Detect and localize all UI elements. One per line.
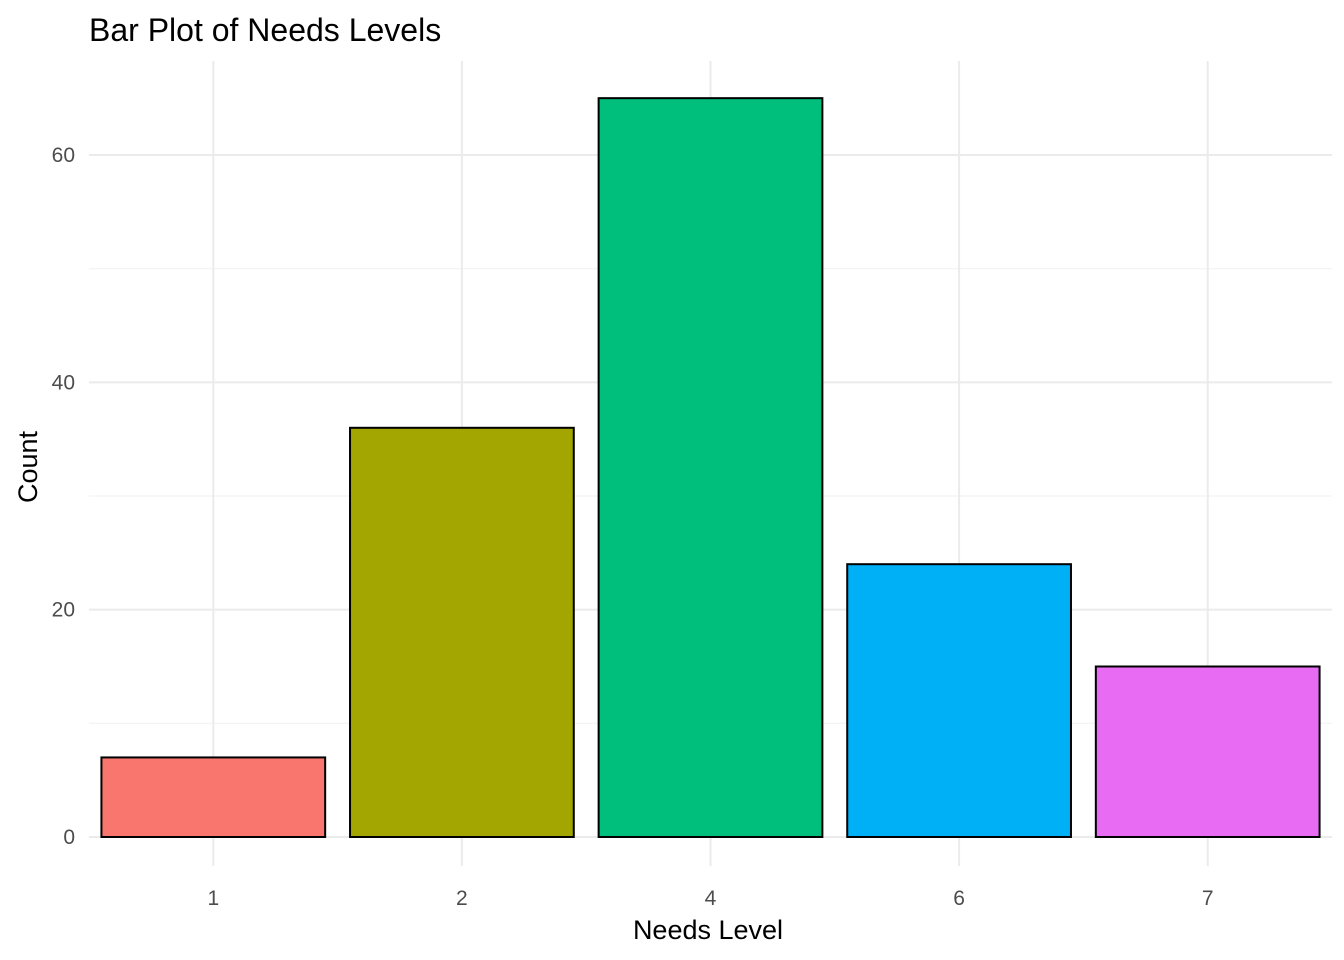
x-tick-label: 6 xyxy=(953,887,965,910)
y-tick-label: 20 xyxy=(52,599,75,622)
x-axis-title: Needs Level xyxy=(633,915,783,945)
x-tick-label: 4 xyxy=(705,887,717,910)
bars xyxy=(100,97,1321,839)
bar-2 xyxy=(349,426,575,838)
x-tick-label: 1 xyxy=(207,887,219,910)
y-tick-label: 0 xyxy=(63,826,75,849)
chart-title: Bar Plot of Needs Levels xyxy=(89,12,441,48)
x-tick-label: 7 xyxy=(1202,887,1214,910)
bar-7 xyxy=(1094,665,1321,838)
bar-6 xyxy=(846,563,1072,838)
y-tick-label: 60 xyxy=(52,144,75,167)
x-tick-label: 2 xyxy=(456,887,468,910)
x-axis-tick-labels: 1 2 4 6 7 xyxy=(207,887,1213,910)
bar-4 xyxy=(597,97,824,838)
y-tick-label: 40 xyxy=(52,371,75,394)
y-axis-tick-labels: 0 20 40 60 xyxy=(52,144,75,849)
bar-1 xyxy=(100,756,327,839)
y-axis-title: Count xyxy=(13,430,43,503)
